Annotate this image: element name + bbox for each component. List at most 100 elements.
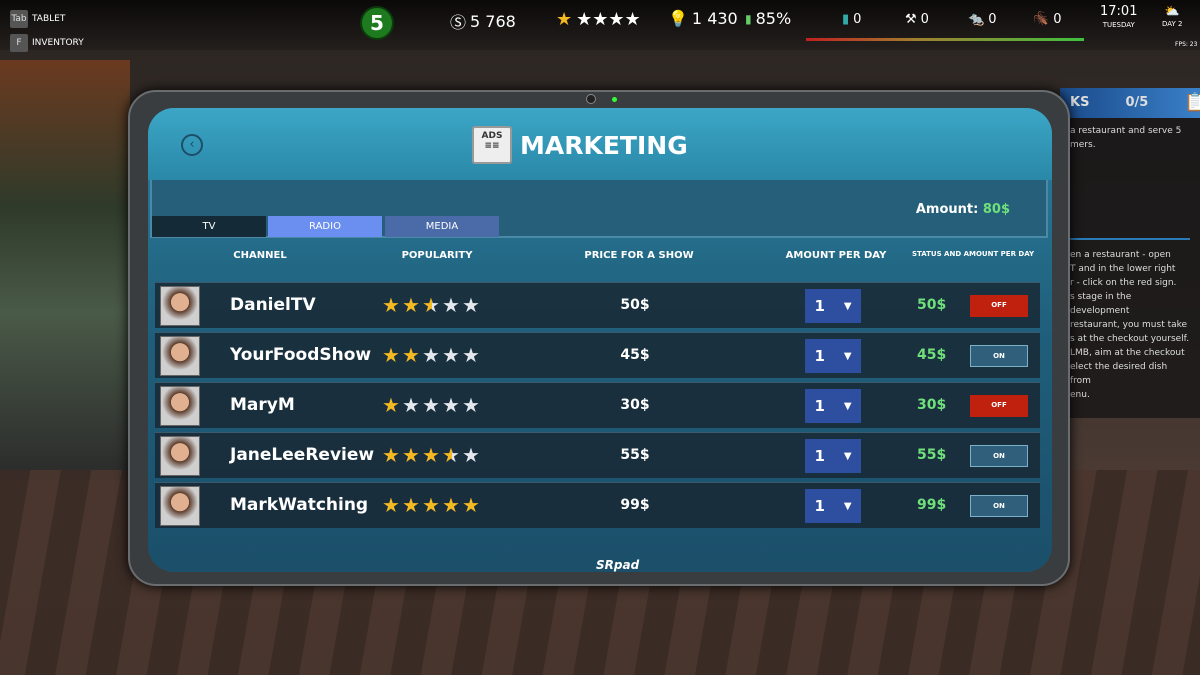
money-value: 5 768	[470, 11, 516, 31]
popularity-stars: ★ ★ ★ ★ ★	[382, 343, 482, 367]
tasks-title: KS	[1070, 95, 1090, 110]
channel-name: MaryM	[230, 395, 295, 415]
coin-icon: Ⓢ	[450, 13, 467, 32]
star-icon: ★	[442, 393, 462, 417]
time: 17:01	[1100, 4, 1138, 19]
tablet-shortcut[interactable]: Tab TABLET	[10, 10, 65, 28]
star-icon: ★	[422, 343, 442, 367]
trash-counter: ▮ 0	[842, 12, 861, 27]
amount-label: Amount:	[915, 202, 979, 217]
status-led	[612, 97, 617, 102]
hint-line: LMB, aim at the checkout	[1070, 348, 1185, 358]
channel-avatar	[160, 286, 200, 326]
ads-icon-text: ADS	[481, 131, 503, 141]
satisfaction: ▮ 85%	[745, 9, 791, 28]
star-icon: ★	[462, 493, 482, 517]
hint-line: en a restaurant - open	[1070, 250, 1171, 260]
cockroach-value: 0	[1053, 12, 1062, 27]
amount-per-day-dropdown[interactable]: 1 ▼	[805, 339, 861, 373]
hud-bar: Tab TABLET F INVENTORY 5 Ⓢ 5 768 ★ ★★★★ 💡 1 4…	[0, 0, 1200, 52]
star-icon: ★	[442, 343, 462, 367]
hint-line: restaurant, you must take	[1070, 320, 1188, 330]
star-icon: ★	[442, 493, 462, 517]
task-hints: en a restaurant - open T and in the lowe…	[1060, 244, 1200, 406]
back-button[interactable]: ‹	[181, 134, 203, 156]
channel-avatar	[160, 336, 200, 376]
clock: 17:01 TUESDAY	[1100, 4, 1137, 29]
chevron-down-icon: ▼	[843, 500, 852, 512]
col-status: STATUS AND AMOUNT PER DAY	[911, 250, 1035, 258]
rat-icon: 🐀	[968, 12, 985, 27]
status-toggle[interactable]: OFF	[970, 395, 1028, 417]
daily-amount: 55$	[917, 447, 947, 463]
total-amount: Amount: 80$	[916, 202, 1010, 217]
repair-counter: ⚒ 0	[905, 12, 929, 27]
inventory-shortcut[interactable]: F INVENTORY	[10, 34, 84, 52]
channel-name: JaneLeeReview	[230, 445, 375, 465]
star-icon: ★	[422, 443, 442, 467]
col-amount-per-day: AMOUNT PER DAY	[785, 250, 887, 261]
amount-per-day-dropdown[interactable]: 1 ▼	[805, 289, 861, 323]
rating-stars: ★ ★★★★	[556, 9, 641, 30]
day-label: DAY 2	[1162, 20, 1183, 28]
status-toggle[interactable]: ON	[970, 345, 1028, 367]
chevron-down-icon: ▼	[843, 450, 852, 462]
popularity-stars: ★ ★ ★ ★ ★	[382, 493, 482, 517]
star-icon: ★	[402, 343, 422, 367]
tab-radio[interactable]: RADIO	[268, 216, 382, 237]
ads-newspaper-icon: ADS ≡≡	[472, 126, 512, 164]
hint-line: s at the checkout yourself.	[1070, 334, 1190, 344]
amount-per-day-dropdown[interactable]: 1 ▼	[805, 439, 861, 473]
tab-media[interactable]: MEDIA	[385, 216, 499, 237]
hint-line: elect the desired dish from	[1070, 362, 1168, 386]
amount-value: 1	[814, 397, 825, 415]
tablet-label: TABLET	[32, 14, 66, 24]
camera-icon	[586, 94, 596, 104]
star-icon: ★	[442, 443, 462, 467]
star-icon: ★	[382, 293, 402, 317]
rat-value: 0	[988, 12, 997, 27]
channel-avatar	[160, 436, 200, 476]
table-row: DanielTV ★ ★ ★ ★ ★ 50$ 1 ▼ 50$ OFF	[155, 282, 1040, 328]
hammer-icon: ⚒	[905, 12, 917, 27]
star-icon: ★	[462, 393, 482, 417]
weekday: TUESDAY	[1102, 21, 1135, 29]
star-icon: ★	[382, 443, 402, 467]
status-toggle[interactable]: OFF	[970, 295, 1028, 317]
hint-line: r - click on the red sign.	[1070, 278, 1177, 288]
amount-value: 1	[814, 447, 825, 465]
daily-amount: 50$	[917, 297, 947, 313]
amount-per-day-dropdown[interactable]: 1 ▼	[805, 389, 861, 423]
table-row: MarkWatching ★ ★ ★ ★ ★ 99$ 1 ▼ 99$ ON	[155, 482, 1040, 528]
divider	[1070, 238, 1190, 240]
tab-key: Tab	[10, 10, 28, 28]
popularity-stars: ★ ★ ★ ★ ★	[382, 393, 482, 417]
amount-value: 80$	[982, 202, 1010, 217]
star-icon: ★	[422, 493, 442, 517]
ideas: 💡 1 430	[668, 9, 738, 28]
tab-tv[interactable]: TV	[152, 216, 266, 237]
background-scene	[0, 60, 130, 480]
screen-header: ‹ ADS ≡≡ MARKETING	[148, 108, 1052, 180]
star-icon: ★	[402, 493, 422, 517]
daily-amount: 99$	[917, 497, 947, 513]
star-icon: ★	[422, 293, 442, 317]
weather-icon: ⛅	[1164, 4, 1180, 18]
rat-counter: 🐀 0	[968, 12, 996, 27]
hint-line: T and in the lower right	[1070, 264, 1176, 274]
popularity-stars: ★ ★ ★ ★ ★	[382, 293, 482, 317]
page-title: ADS ≡≡ MARKETING	[472, 126, 688, 164]
daily-amount: 45$	[917, 347, 947, 363]
star-icon: ★	[382, 493, 402, 517]
star-icon: ★	[422, 393, 442, 417]
amount-per-day-dropdown[interactable]: 1 ▼	[805, 489, 861, 523]
satisfaction-value: 85%	[755, 9, 792, 28]
channel-name: MarkWatching	[230, 495, 369, 515]
star-icon: ★	[382, 393, 402, 417]
amount-value: 1	[814, 347, 825, 365]
star-icon: ★	[402, 393, 422, 417]
status-toggle[interactable]: ON	[970, 495, 1028, 517]
col-price: PRICE FOR A SHOW	[584, 250, 694, 261]
fps: FPS: 23	[1175, 41, 1198, 48]
status-toggle[interactable]: ON	[970, 445, 1028, 467]
